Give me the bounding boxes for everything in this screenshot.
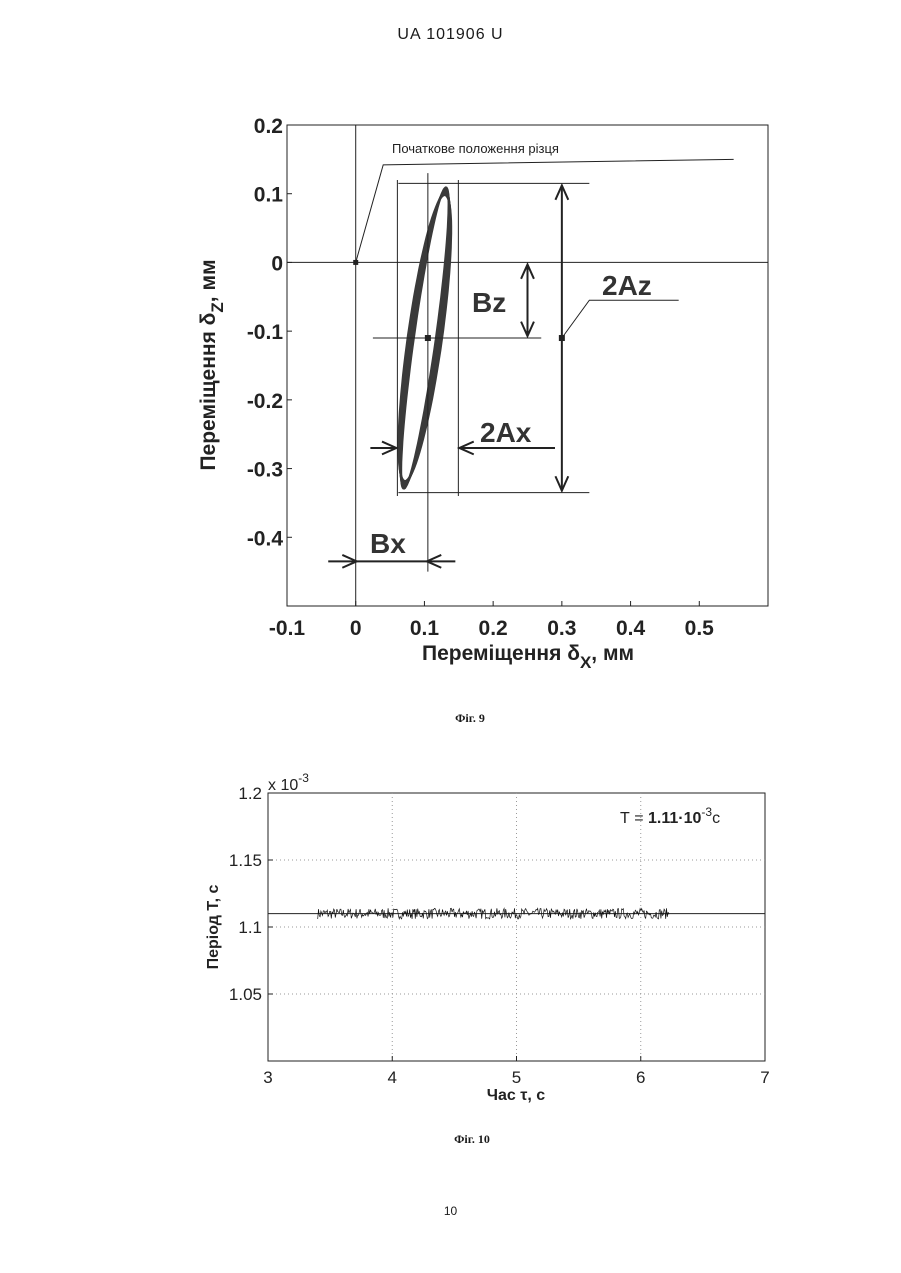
fig10-xlabel: Час τ, с [487, 1087, 546, 1104]
fig10-annotation: Т = 1.11·10-3с [620, 805, 720, 827]
fig10-xtick-label: 3 [263, 1068, 272, 1087]
fig10-ylabel: Період Т, с [205, 885, 222, 970]
fig10-xtick-label: 5 [512, 1068, 521, 1087]
fig10-xtick-label: 7 [760, 1068, 769, 1087]
fig10-xtick-label: 6 [636, 1068, 645, 1087]
fig10-exponent: x 10-3 [268, 771, 309, 794]
fig10-xtick-label: 4 [388, 1068, 397, 1087]
fig10-ytick-label: 1.2 [238, 784, 262, 803]
page-number: 10 [0, 1204, 901, 1218]
fig10-ytick-label: 1.15 [229, 851, 262, 870]
fig10-ytick-label: 1.05 [229, 985, 262, 1004]
fig10-ytick-label: 1.1 [238, 918, 262, 937]
figure-10-caption: Фіг. 10 [412, 1132, 532, 1147]
